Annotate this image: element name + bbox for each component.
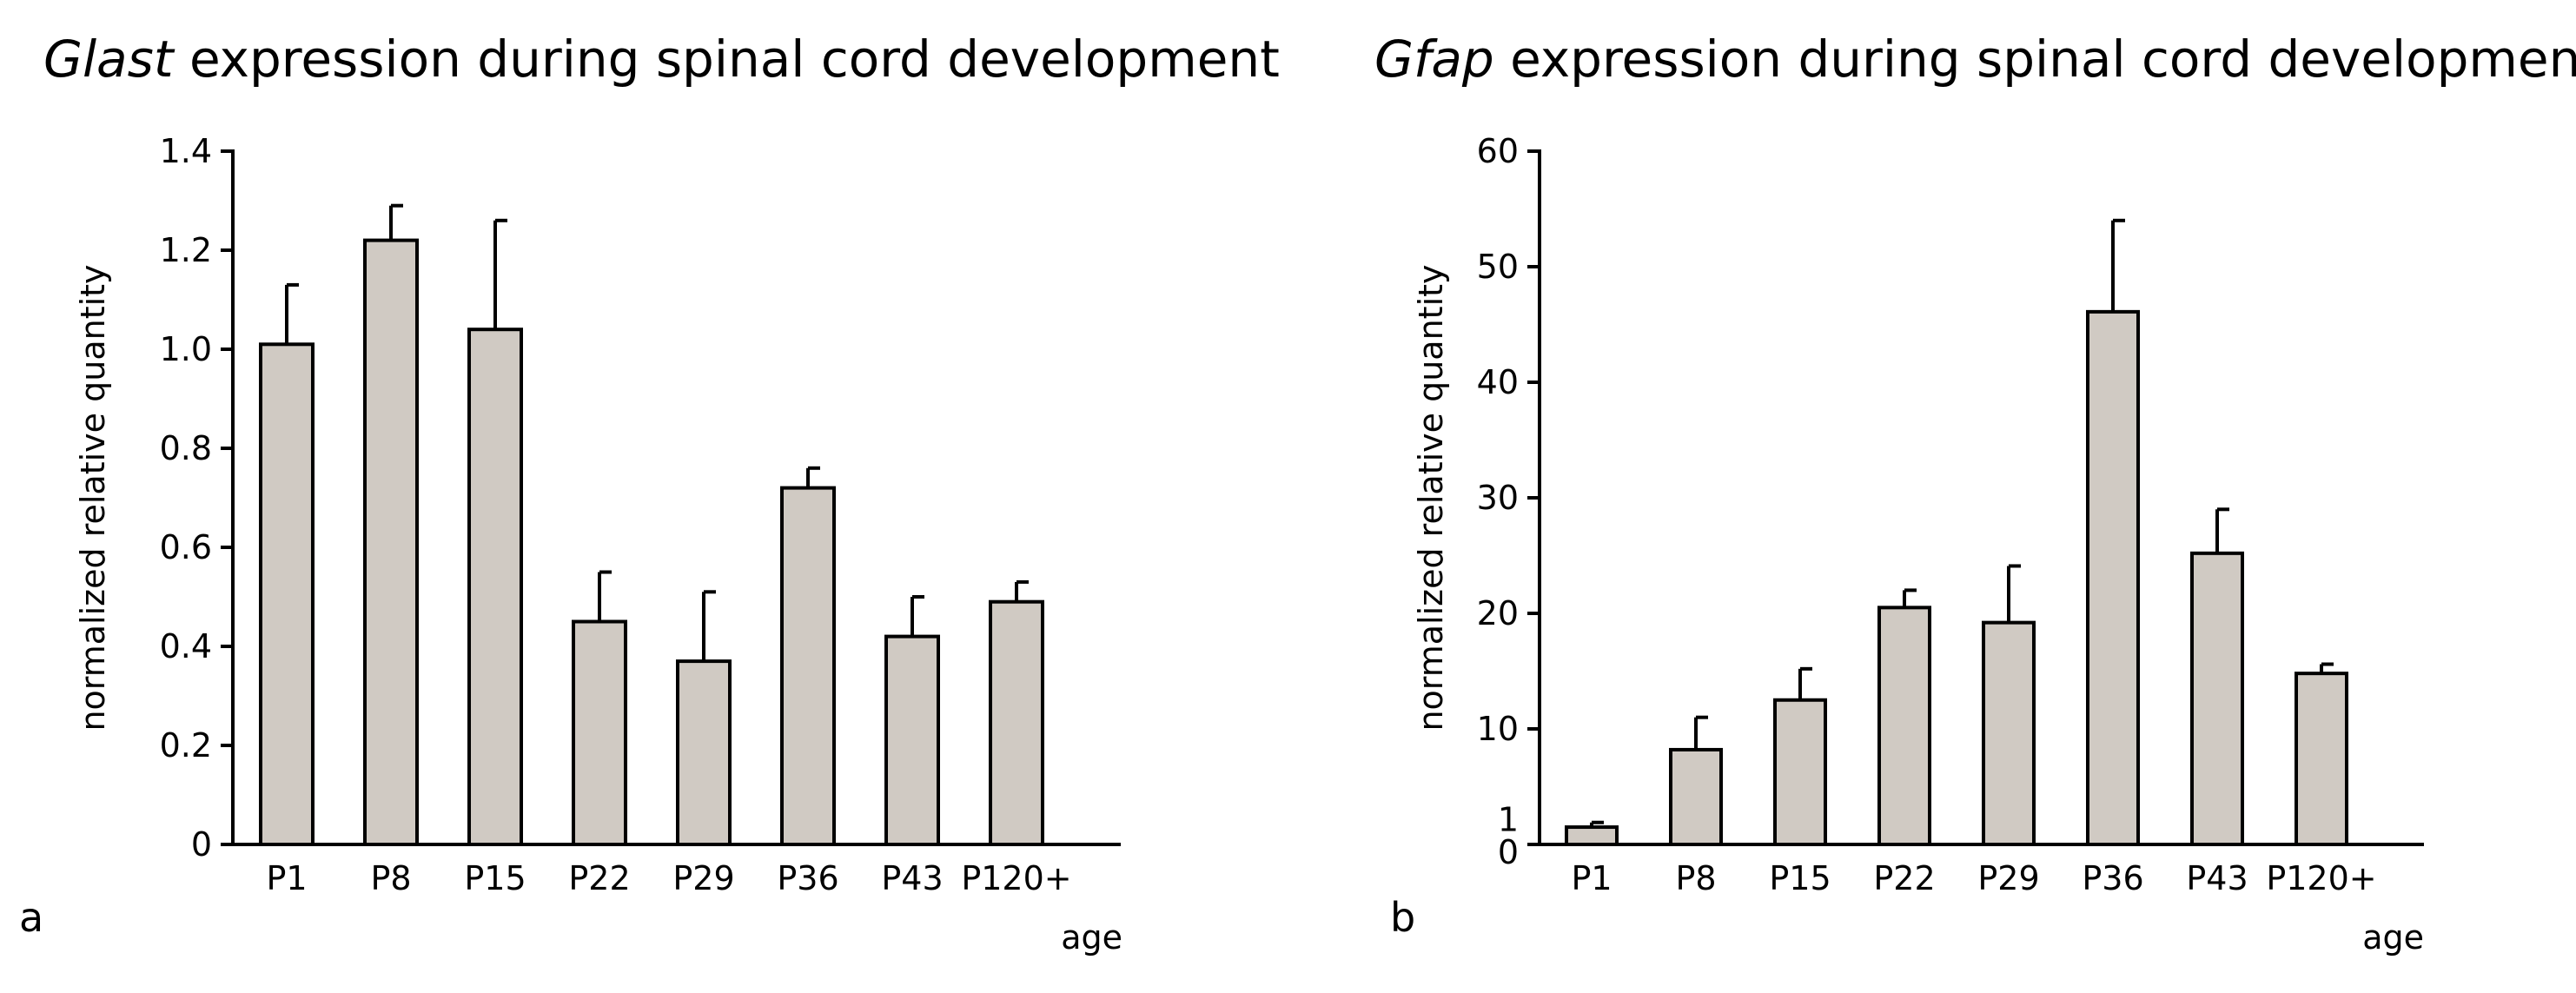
title-text: expression during spinal cord developmen… xyxy=(1494,30,2576,89)
bar-p120plus xyxy=(989,599,1044,846)
x-axis-label: age xyxy=(1061,918,1122,957)
x-tick-label: P36 xyxy=(777,859,838,897)
y-tick-label: 1.2 xyxy=(160,231,212,269)
chart-panel-a: Glast expression during spinal cord deve… xyxy=(19,30,1280,957)
x-tick-label: P22 xyxy=(568,859,630,897)
y-tick-label: 1.4 xyxy=(160,132,212,170)
chart-title: Glast expression during spinal cord deve… xyxy=(43,30,1280,89)
y-tick-label: 0 xyxy=(1498,833,1519,871)
y-tick-label: 0.4 xyxy=(160,627,212,665)
bar-p43 xyxy=(2190,551,2244,847)
x-tick-label: P43 xyxy=(881,859,943,897)
title-text: expression during spinal cord developmen… xyxy=(174,30,1280,89)
y-tick-label: 20 xyxy=(1477,594,1519,632)
y-axis-label: normalized relative quantity xyxy=(74,264,112,731)
y-tick-label: 40 xyxy=(1477,363,1519,401)
bar-p120plus xyxy=(2295,672,2348,846)
y-tick-label: 0.8 xyxy=(160,429,212,467)
y-axis-label: normalized relative quantity xyxy=(1412,264,1450,731)
bar-p1 xyxy=(259,342,315,846)
bar-p22 xyxy=(1877,606,1931,846)
y-tick-label: 1.0 xyxy=(160,330,212,368)
x-tick-label: P29 xyxy=(1977,859,2039,897)
y-tick-label: 30 xyxy=(1477,479,1519,517)
title-gene: Glast xyxy=(43,30,175,89)
x-tick-label: P15 xyxy=(1769,859,1831,897)
bar-p22 xyxy=(572,619,627,846)
y-tick-label: 60 xyxy=(1477,132,1519,170)
bar-p29 xyxy=(1982,620,2036,847)
y-tick-label: 50 xyxy=(1477,248,1519,286)
x-tick-label: P8 xyxy=(1675,859,1716,897)
x-tick-label: P29 xyxy=(672,859,734,897)
x-tick-label: P8 xyxy=(370,859,411,897)
x-tick-label: P120+ xyxy=(2266,859,2376,897)
bar-p29 xyxy=(676,659,732,846)
bar-p15 xyxy=(1773,698,1827,846)
y-tick-label: 1 xyxy=(1498,801,1519,839)
bar-p43 xyxy=(884,634,940,846)
x-tick-label: P1 xyxy=(1571,859,1612,897)
bar-p1 xyxy=(1565,825,1619,846)
x-tick-label: P15 xyxy=(464,859,526,897)
x-tick-label: P22 xyxy=(1873,859,1935,897)
panel-label: b xyxy=(1390,894,1415,941)
chart-panel-b: Gfap expression during spinal cord devel… xyxy=(1374,30,2576,957)
chart-title: Gfap expression during spinal cord devel… xyxy=(1374,30,2576,89)
y-tick-label: 10 xyxy=(1477,710,1519,748)
bar-p8 xyxy=(363,238,419,847)
bar-p36 xyxy=(2086,309,2140,846)
title-gene: Gfap xyxy=(1374,30,1494,89)
x-tick-label: P43 xyxy=(2186,859,2248,897)
x-axis-label: age xyxy=(2362,918,2424,957)
x-tick-label: P1 xyxy=(266,859,307,897)
y-tick-label: 0 xyxy=(191,825,212,864)
bar-p8 xyxy=(1669,747,1723,846)
y-tick-label: 0.2 xyxy=(160,726,212,765)
bar-p36 xyxy=(780,486,836,846)
panel-label: a xyxy=(19,894,43,941)
y-tick-label: 0.6 xyxy=(160,528,212,566)
bar-p15 xyxy=(467,328,523,846)
x-tick-label: P120+ xyxy=(961,859,1071,897)
x-tick-label: P36 xyxy=(2082,859,2143,897)
